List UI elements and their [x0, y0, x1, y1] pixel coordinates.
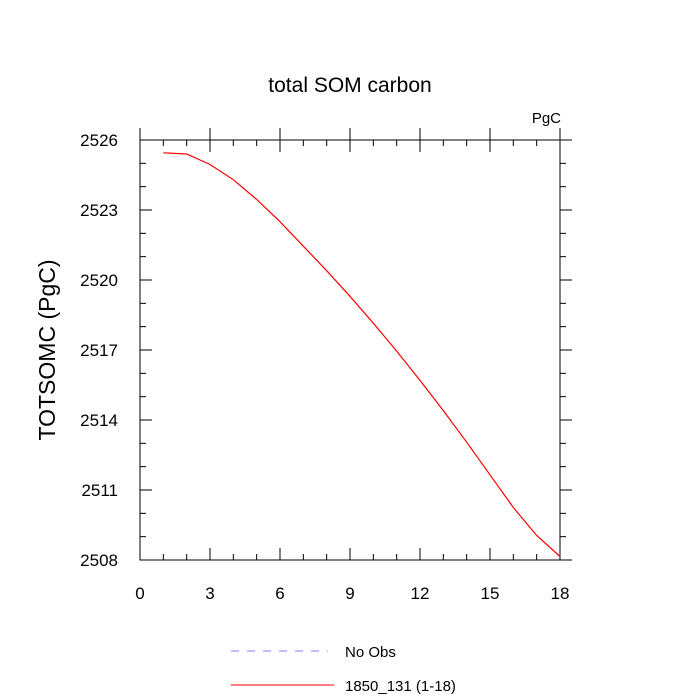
y-axis-label: TOTSOMC (PgC) — [34, 259, 60, 440]
plot-frame — [139, 139, 561, 561]
y-tick-label: 2517 — [80, 341, 118, 360]
axis-tick-labels: 0 3 6 9 12 15 18 2508 2511 2514 2517 2520 2523 2526 — [80, 131, 569, 603]
x-tick-label: 3 — [205, 584, 214, 603]
y-tick-label: 2523 — [80, 201, 118, 220]
series-lines — [163, 152, 561, 557]
y-tick-label: 2508 — [80, 551, 118, 570]
x-tick-label: 15 — [481, 584, 500, 603]
chart-title: total SOM carbon — [268, 74, 431, 97]
x-tick-label: 0 — [135, 584, 144, 603]
x-tick-label: 18 — [551, 584, 570, 603]
legend: No Obs 1850_131 (1-18) — [231, 644, 456, 695]
x-tick-label: 12 — [411, 584, 430, 603]
series-line-0 — [163, 152, 561, 557]
y-tick-label: 2526 — [80, 131, 118, 150]
y-tick-label: 2514 — [80, 411, 118, 430]
legend-label: 1850_131 (1-18) — [345, 678, 456, 695]
x-tick-label: 6 — [275, 584, 284, 603]
x-tick-label: 9 — [345, 584, 354, 603]
y-tick-label: 2511 — [81, 481, 118, 500]
y-tick-label: 2520 — [80, 271, 118, 290]
units-label: PgC — [532, 110, 561, 127]
axis-ticks — [139, 128, 572, 561]
legend-label: No Obs — [345, 644, 396, 661]
